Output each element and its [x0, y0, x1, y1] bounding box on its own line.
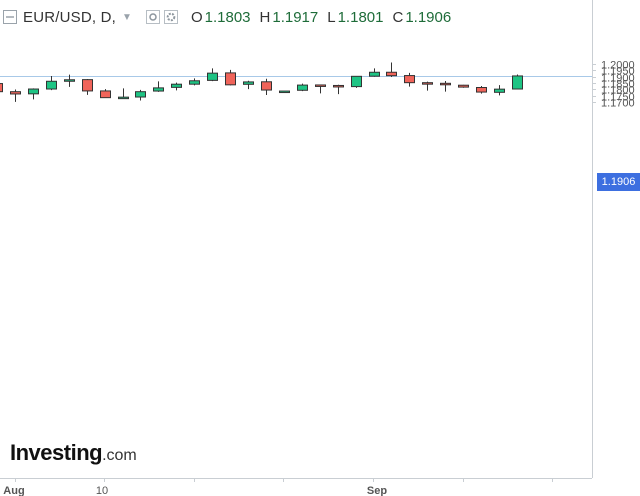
- candle-body: [315, 84, 326, 87]
- candle-body: [386, 71, 397, 77]
- candle-body: [458, 84, 469, 88]
- candle-down: [422, 81, 433, 91]
- candle-down: [440, 81, 451, 92]
- candle-body: [494, 88, 505, 93]
- time-tick-label: Aug: [3, 485, 24, 496]
- price-tick-label: 1.1900: [601, 73, 635, 85]
- candle-up: [351, 75, 362, 88]
- candle-up: [64, 74, 75, 87]
- price-tick-label: 1.1750: [601, 92, 635, 104]
- candle-down: [225, 69, 236, 86]
- chart-header: EUR/USD, D, ▼ O 1.1803 H 1.1917 L 1.1801…: [0, 0, 592, 34]
- candle-up: [153, 81, 164, 92]
- candle-up: [207, 68, 218, 82]
- candle-body: [171, 83, 182, 88]
- candle-up: [279, 90, 290, 94]
- candle-up: [118, 88, 129, 100]
- price-tick-label: 1.1700: [601, 98, 635, 110]
- candle-body: [476, 86, 487, 93]
- candle-down: [261, 78, 272, 95]
- candle-down: [476, 85, 487, 94]
- close-value: 1.1906: [405, 8, 452, 26]
- low-value: 1.1801: [337, 8, 384, 26]
- candle-body: [46, 80, 57, 90]
- time-axis: Aug 10 Sep: [0, 478, 592, 496]
- candle-down: [333, 84, 344, 95]
- candle-down: [386, 62, 397, 77]
- candle-up: [28, 88, 39, 100]
- candle-up: [171, 82, 182, 91]
- time-tick-label: 10: [96, 485, 108, 496]
- symbol-title[interactable]: EUR/USD, D,: [23, 8, 117, 26]
- high-label: H: [259, 8, 271, 26]
- candle-body: [225, 72, 236, 86]
- logo-brand: Investing: [10, 440, 103, 465]
- candle-up: [135, 89, 146, 101]
- candle-down: [100, 89, 111, 99]
- candle-body: [153, 87, 164, 92]
- candle-body: [440, 82, 451, 86]
- logo-suffix: .com: [102, 447, 137, 464]
- candle-body: [404, 75, 415, 84]
- candle-body: [100, 90, 111, 99]
- candle-down: [82, 78, 93, 95]
- time-tick-label: Sep: [367, 485, 387, 496]
- candle-up: [46, 75, 57, 91]
- price-tick-label: 1.2000: [601, 60, 635, 72]
- candle-down: [10, 89, 21, 102]
- eye-icon[interactable]: [145, 10, 160, 24]
- caret-down-icon[interactable]: ▼: [122, 11, 132, 23]
- last-price-tag: 1.1906: [597, 173, 640, 191]
- candle-up: [494, 85, 505, 96]
- candle-body: [207, 72, 218, 81]
- price-tick-label: 1.1950: [601, 66, 635, 78]
- candle-body: [243, 81, 254, 85]
- candle-down: [315, 84, 326, 94]
- candle-down: [458, 84, 469, 88]
- candle-up: [243, 80, 254, 90]
- candle-body: [189, 80, 200, 85]
- candle-body: [512, 75, 523, 90]
- investing-logo: Investing.com: [10, 440, 137, 466]
- candle-body: [82, 79, 93, 92]
- open-value: 1.1803: [204, 8, 251, 26]
- candle-body: [297, 84, 308, 91]
- candle-body: [10, 91, 21, 95]
- candle-up: [189, 78, 200, 86]
- close-label: C: [392, 8, 404, 26]
- low-label: L: [327, 8, 336, 26]
- candle-body: [64, 79, 75, 82]
- candle-body: [0, 83, 3, 93]
- menu-icon[interactable]: [3, 10, 17, 24]
- candle-down: [0, 83, 3, 93]
- high-value: 1.1917: [272, 8, 319, 26]
- candle-series: [0, 62, 523, 102]
- settings-icon[interactable]: [163, 10, 178, 24]
- candle-up: [512, 74, 523, 90]
- candle-body: [118, 96, 129, 100]
- candle-body: [279, 90, 290, 94]
- candle-body: [351, 75, 362, 88]
- candle-up: [369, 68, 380, 77]
- candle-body: [261, 81, 272, 91]
- candle-body: [333, 84, 344, 88]
- candle-body: [135, 91, 146, 98]
- price-tick-label: 1.1800: [601, 85, 635, 97]
- price-axis: 1.17001.17501.18001.18501.19001.19501.20…: [592, 0, 635, 478]
- open-label: O: [190, 8, 203, 26]
- candle-body: [422, 82, 433, 85]
- price-tick-label: 1.1850: [601, 79, 635, 91]
- candle-body: [369, 71, 380, 77]
- candle-down: [404, 72, 415, 87]
- candle-up: [297, 83, 308, 92]
- candle-body: [28, 88, 39, 95]
